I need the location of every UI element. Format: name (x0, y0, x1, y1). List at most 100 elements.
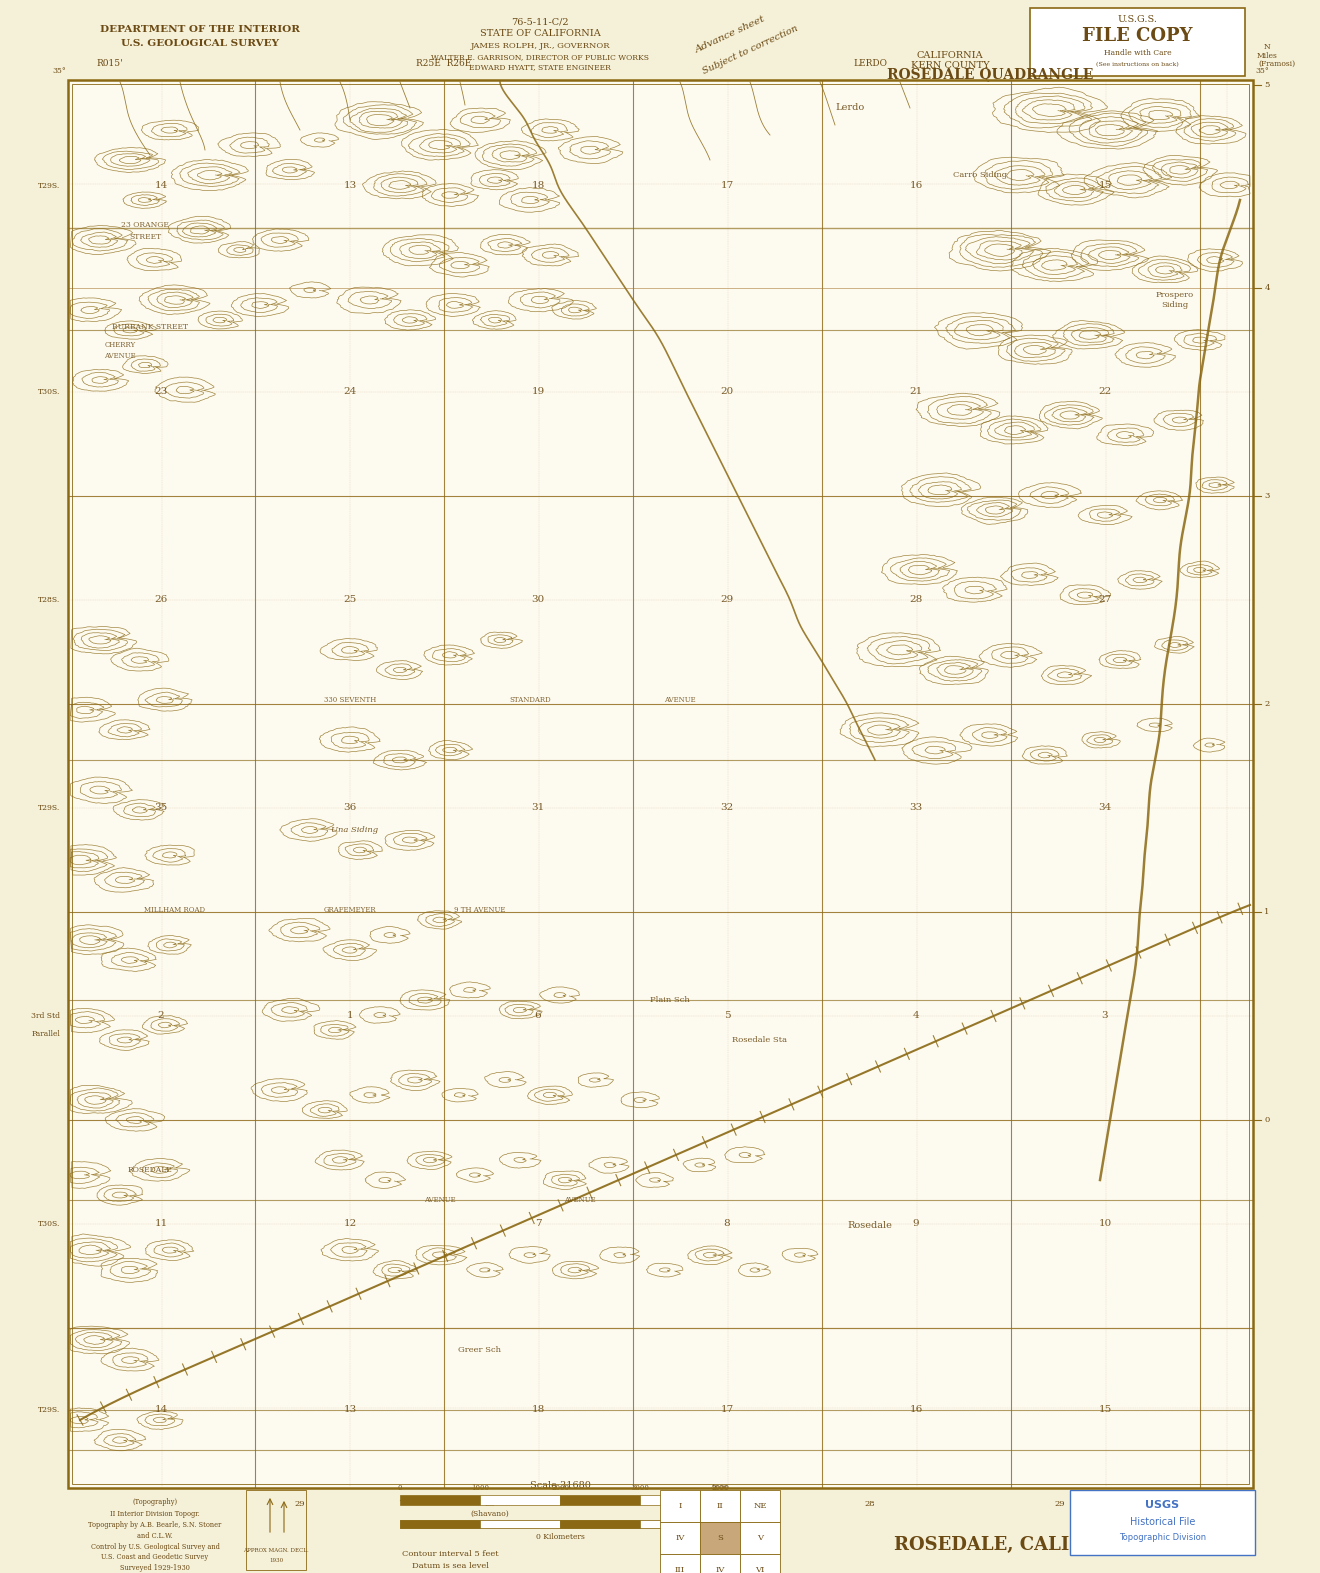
Text: 29: 29 (721, 596, 734, 604)
Text: 1930: 1930 (269, 1557, 282, 1562)
Text: (Shavano): (Shavano) (471, 1510, 510, 1518)
Text: 13: 13 (343, 181, 356, 190)
Bar (560, 1494, 640, 1505)
Text: 17: 17 (721, 181, 734, 190)
Bar (1030, 8, 1245, 76)
Text: 18: 18 (532, 181, 545, 190)
Bar (741, 1523, 780, 1554)
Bar (660, 1490, 700, 1523)
Bar (480, 1520, 560, 1527)
Text: 9 TH AVENUE: 9 TH AVENUE (454, 906, 506, 914)
Text: 33: 33 (909, 804, 923, 813)
Text: 32: 32 (721, 804, 734, 813)
Text: U.S.G.S.: U.S.G.S. (1118, 16, 1158, 25)
Text: 2000: 2000 (711, 1483, 729, 1493)
Bar (700, 1490, 741, 1523)
Text: AVENUE: AVENUE (664, 695, 696, 705)
Text: 14: 14 (154, 1406, 168, 1414)
Text: 23 ORANGE: 23 ORANGE (121, 220, 169, 230)
Text: STREET: STREET (129, 233, 161, 241)
Text: Scale 31680: Scale 31680 (529, 1482, 590, 1490)
Bar (1071, 1490, 1255, 1556)
Text: 5: 5 (1265, 80, 1270, 90)
Text: Parallel: Parallel (32, 1030, 59, 1038)
Text: Rosedale Sta: Rosedale Sta (733, 1037, 788, 1044)
Text: ROSEDALE QUADRANGLE: ROSEDALE QUADRANGLE (887, 68, 1093, 80)
Text: 330 SEVENTH: 330 SEVENTH (323, 695, 376, 705)
Bar (741, 1490, 780, 1523)
Text: Plain Sch: Plain Sch (651, 996, 690, 1004)
Bar (640, 1520, 719, 1527)
Text: 16: 16 (909, 1406, 923, 1414)
Text: LERDO: LERDO (853, 60, 887, 68)
Text: 7: 7 (535, 1219, 541, 1229)
Text: 21: 21 (909, 387, 923, 396)
Text: 22: 22 (1098, 387, 1111, 396)
Text: 16: 16 (909, 181, 923, 190)
Text: 18: 18 (532, 1406, 545, 1414)
Text: Topography by A.B. Bearle, S.N. Stoner: Topography by A.B. Bearle, S.N. Stoner (88, 1521, 222, 1529)
Text: USGS: USGS (1146, 1501, 1180, 1510)
Text: 11: 11 (154, 1219, 168, 1229)
Text: 4: 4 (1265, 285, 1270, 293)
Text: FILE COPY: FILE COPY (1082, 27, 1193, 46)
Text: 1000: 1000 (471, 1483, 488, 1493)
Bar (560, 1520, 640, 1527)
Text: 35: 35 (154, 804, 168, 813)
Text: (Framosi): (Framosi) (1258, 60, 1295, 68)
Text: I: I (678, 1502, 681, 1510)
Text: 29: 29 (294, 1501, 305, 1509)
Bar (69, 80, 1253, 1488)
Text: II Interior Division Topogr.: II Interior Division Topogr. (110, 1510, 199, 1518)
Text: (See instructions on back): (See instructions on back) (1096, 63, 1179, 68)
Text: V: V (756, 1534, 763, 1542)
Text: 5: 5 (723, 1011, 730, 1021)
Text: AVENUE: AVENUE (104, 352, 136, 360)
Text: MILLHAM ROAD: MILLHAM ROAD (144, 906, 206, 914)
Text: II: II (717, 1502, 723, 1510)
Text: Datum is sea level: Datum is sea level (412, 1562, 488, 1570)
Text: Lerdo: Lerdo (836, 104, 865, 113)
Text: Advance sheet: Advance sheet (693, 14, 767, 55)
Bar (640, 1494, 719, 1505)
Text: CALIFORNIA: CALIFORNIA (916, 50, 983, 60)
Text: U.S. GEOLOGICAL SURVEY: U.S. GEOLOGICAL SURVEY (121, 38, 279, 47)
Text: U.S. Coast and Geodetic Survey: U.S. Coast and Geodetic Survey (102, 1553, 209, 1560)
Text: 29: 29 (1055, 1501, 1065, 1509)
Text: Prospero
Siding: Prospero Siding (1156, 291, 1195, 308)
Text: Subject to correction: Subject to correction (701, 24, 799, 76)
Text: Contour interval 5 feet: Contour interval 5 feet (401, 1549, 499, 1557)
Text: T29S.: T29S. (38, 804, 59, 812)
Text: STATE OF CALIFORNIA: STATE OF CALIFORNIA (479, 30, 601, 38)
Text: 1: 1 (1265, 908, 1270, 915)
Text: 28: 28 (865, 1501, 875, 1509)
Text: 2: 2 (157, 1011, 164, 1021)
Bar (400, 1520, 480, 1527)
Text: Topographic Division: Topographic Division (1119, 1534, 1206, 1543)
Text: 9: 9 (912, 1219, 919, 1229)
Text: III: III (675, 1567, 685, 1573)
Text: NE: NE (754, 1502, 767, 1510)
Text: R015': R015' (96, 60, 123, 68)
Text: 10: 10 (1098, 1219, 1111, 1229)
Text: (Topography): (Topography) (132, 1497, 178, 1505)
Text: 17: 17 (721, 1406, 734, 1414)
Text: IV: IV (676, 1534, 685, 1542)
Text: 3: 3 (1265, 492, 1270, 500)
Bar (700, 1554, 741, 1573)
Bar (480, 1494, 560, 1505)
Text: 25: 25 (343, 596, 356, 604)
Bar (400, 1520, 719, 1527)
Text: Carro Siding: Carro Siding (953, 171, 1007, 179)
Text: T29S.: T29S. (38, 182, 59, 190)
Text: 19: 19 (532, 387, 545, 396)
Text: 2000: 2000 (550, 1483, 569, 1493)
Text: 35°: 35° (1255, 68, 1269, 76)
Text: 2: 2 (1265, 700, 1270, 708)
Text: 8: 8 (723, 1219, 730, 1229)
Text: Greer Sch: Greer Sch (458, 1346, 502, 1354)
Text: 26: 26 (154, 596, 168, 604)
Text: 13: 13 (343, 1406, 356, 1414)
Text: Control by U.S. Geological Survey and: Control by U.S. Geological Survey and (91, 1543, 219, 1551)
Text: BURBANK STREET: BURBANK STREET (112, 322, 187, 330)
